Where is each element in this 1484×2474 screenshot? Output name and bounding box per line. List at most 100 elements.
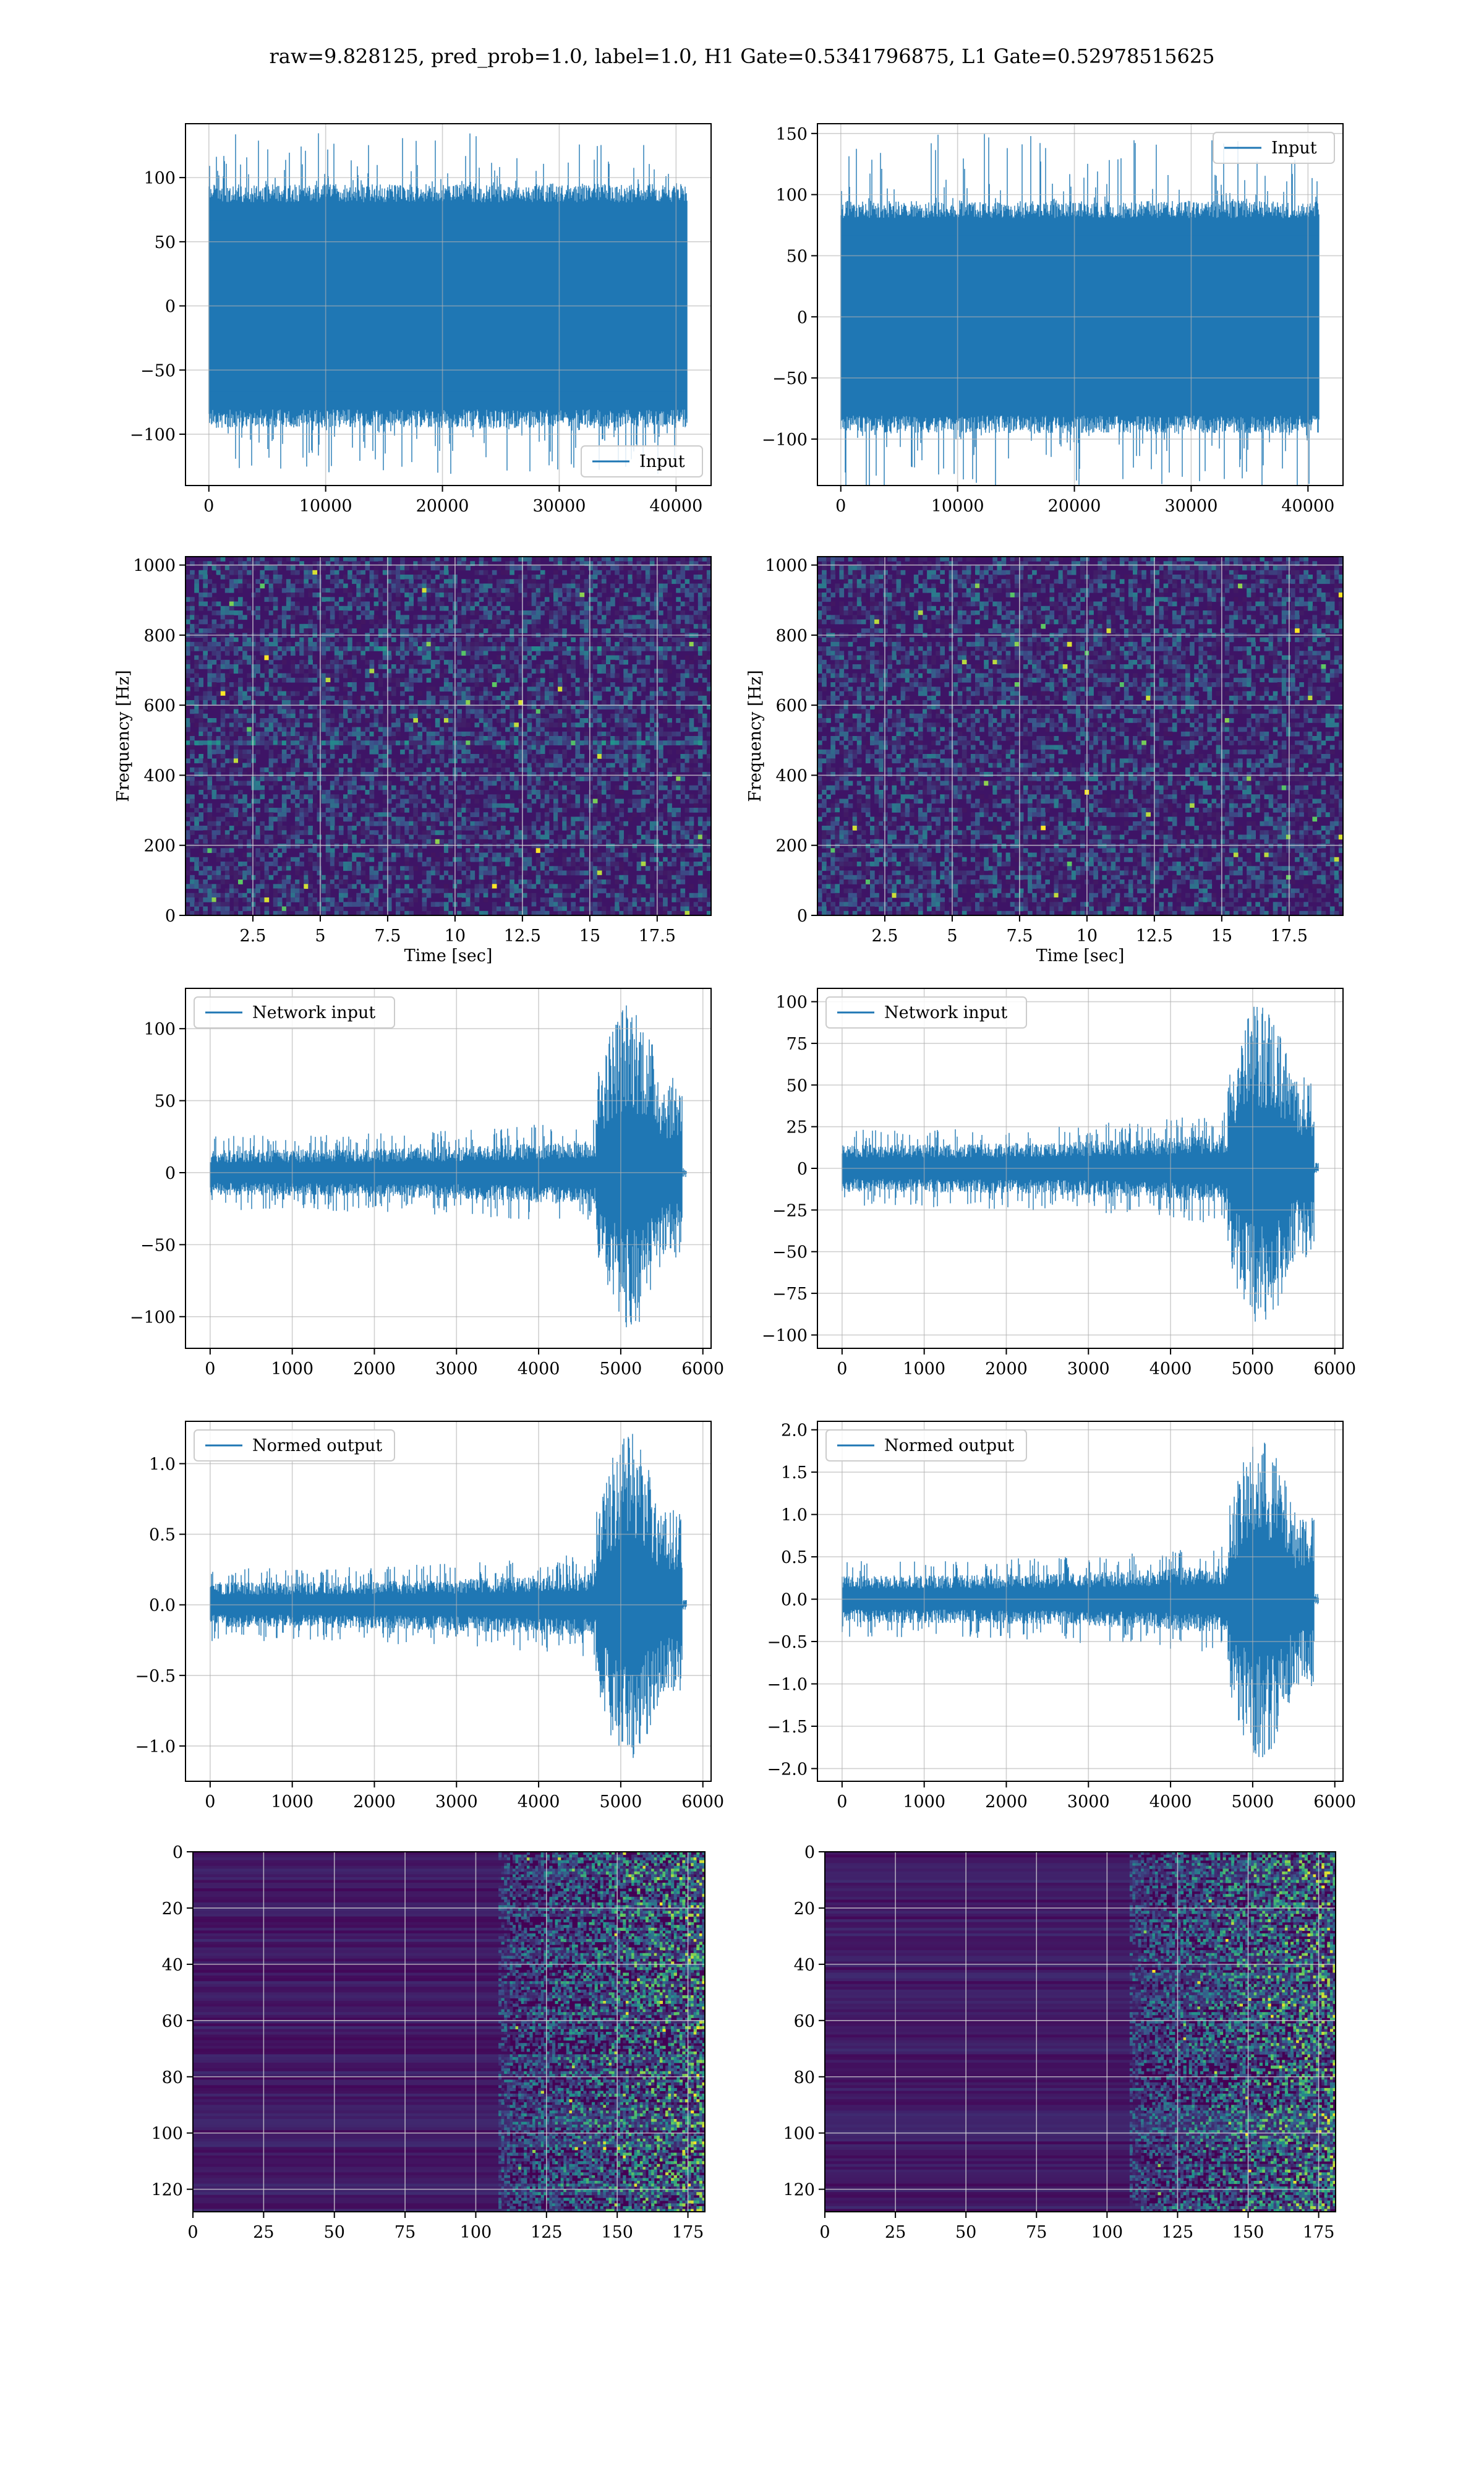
legend: Network input — [826, 997, 1026, 1028]
tick-label-y: −1.0 — [767, 1676, 808, 1695]
tick-label-y: 100 — [775, 186, 808, 205]
y-axis-label: Frequency [Hz] — [114, 670, 133, 802]
tick-label-x: 20000 — [1048, 497, 1101, 516]
tick-label-x: 10000 — [299, 497, 352, 516]
tick-label-y: −50 — [140, 361, 176, 380]
series-network-input — [210, 1006, 686, 1327]
tick-label-y: −25 — [772, 1201, 808, 1220]
x-axis-label: Time [sec] — [1036, 946, 1125, 965]
tick-label-y: 600 — [775, 696, 808, 716]
tick-label-x: 1000 — [903, 1359, 945, 1379]
tick-label-y: 0 — [165, 1164, 176, 1183]
tick-label-x: 0 — [837, 1792, 847, 1812]
tick-label-x: 150 — [601, 2223, 633, 2242]
tick-label-y: 1000 — [765, 557, 808, 576]
panel-row3-right: 0 1000 2000 3000 4000 5000 6000−100−75−50−2502… — [762, 988, 1356, 1379]
x-axis-label: Time [sec] — [404, 946, 493, 965]
tick-label-y: 80 — [162, 2068, 183, 2087]
tick-label-y: 100 — [151, 2125, 183, 2144]
tick-label-y: 50 — [787, 247, 808, 266]
tick-label-x: 4000 — [1149, 1792, 1192, 1812]
tick-label-y: −2.0 — [767, 1760, 808, 1779]
tick-label-y: 0 — [797, 907, 808, 926]
tick-label-y: 0 — [797, 308, 808, 327]
series-input — [841, 134, 1319, 492]
tick-label-x: 50 — [324, 2223, 345, 2242]
tick-label-y: 800 — [775, 627, 808, 646]
tick-label-y: 400 — [775, 766, 808, 785]
tick-label-y: 1000 — [133, 557, 176, 576]
tick-label-x: 3000 — [1067, 1792, 1110, 1812]
tick-label-y: 1.0 — [781, 1506, 808, 1525]
panel-row1-right: 0 10000 20000 30000 40000−100−50050100150Inp… — [762, 124, 1343, 516]
tick-label-y: 200 — [143, 837, 176, 856]
tick-label-x: 2000 — [985, 1792, 1028, 1812]
tick-label-y: 100 — [775, 993, 808, 1012]
series-network-input — [842, 1007, 1318, 1322]
tick-label-x: 12.5 — [504, 927, 541, 946]
tick-label-y: 2.0 — [781, 1421, 808, 1440]
tick-label-y: 100 — [143, 169, 176, 188]
tick-label-y: 120 — [783, 2181, 815, 2200]
tick-label-y: 150 — [775, 125, 808, 144]
tick-label-x: 6000 — [1313, 1359, 1356, 1379]
tick-label-x: 175 — [672, 2223, 704, 2242]
tick-label-x: 75 — [394, 2223, 416, 2242]
tick-label-y: 0 — [165, 297, 176, 317]
tick-label-y: 200 — [775, 837, 808, 856]
tick-label-x: 0 — [835, 497, 846, 516]
tick-label-y: −100 — [762, 1326, 808, 1345]
tick-label-x: 7.5 — [374, 927, 401, 946]
legend: Input — [1213, 132, 1334, 163]
tick-label-y: 0.5 — [149, 1526, 176, 1545]
tick-label-y: 40 — [794, 1956, 815, 1975]
tick-label-y: 75 — [787, 1035, 808, 1054]
legend-entry: Network input — [884, 1003, 1007, 1022]
tick-label-y: 0 — [165, 907, 176, 926]
tick-label-x: 25 — [253, 2223, 274, 2242]
panel-row4-left: 0 1000 2000 3000 4000 5000 6000−1.0−0.50.00.51… — [135, 1421, 724, 1812]
tick-label-y: 0 — [804, 1843, 815, 1862]
tick-label-y: 60 — [162, 2012, 183, 2031]
tick-label-y: 50 — [155, 233, 176, 252]
series-input — [209, 134, 687, 474]
tick-label-y: 1.5 — [781, 1463, 808, 1483]
legend: Normed output — [826, 1430, 1026, 1461]
tick-label-y: 0.5 — [781, 1548, 808, 1567]
tick-label-y: −50 — [140, 1236, 176, 1255]
legend-entry: Network input — [252, 1003, 375, 1022]
tick-label-y: 25 — [787, 1118, 808, 1137]
tick-label-x: 0 — [187, 2223, 198, 2242]
panel-row2-left: 2.5 5 7.5 10 12.5 15 17.502004006008001000Time… — [114, 557, 712, 965]
tick-label-x: 100 — [1091, 2223, 1124, 2242]
heatmap-cells — [186, 557, 712, 916]
tick-label-x: 10 — [1077, 927, 1098, 946]
tick-label-x: 125 — [531, 2223, 563, 2242]
legend-entry: Normed output — [884, 1436, 1014, 1455]
tick-label-x: 30000 — [532, 497, 586, 516]
tick-label-y: −1.0 — [135, 1737, 176, 1757]
tick-label-x: 3000 — [1067, 1359, 1110, 1379]
tick-label-y: −0.5 — [135, 1667, 176, 1686]
panel-row4-right: 0 1000 2000 3000 4000 5000 6000−2.0−1.5−1.0−0.… — [767, 1421, 1356, 1812]
tick-label-x: 6000 — [1313, 1792, 1356, 1812]
tick-label-x: 175 — [1303, 2223, 1335, 2242]
tick-label-y: 0 — [797, 1160, 808, 1179]
legend: Normed output — [194, 1430, 394, 1461]
tick-label-x: 7.5 — [1006, 927, 1033, 946]
tick-label-x: 0 — [819, 2223, 830, 2242]
tick-label-x: 3000 — [435, 1359, 478, 1379]
tick-label-x: 5000 — [600, 1792, 642, 1812]
tick-label-x: 100 — [460, 2223, 492, 2242]
tick-label-y: −100 — [130, 1308, 176, 1327]
legend-entry: Normed output — [252, 1436, 382, 1455]
tick-label-x: 75 — [1026, 2223, 1047, 2242]
tick-label-x: 15 — [1211, 927, 1232, 946]
tick-label-x: 30000 — [1164, 497, 1217, 516]
tick-label-x: 10 — [445, 927, 466, 946]
tick-label-y: −50 — [772, 1243, 808, 1262]
tick-label-y: 600 — [143, 696, 176, 716]
tick-label-y: 80 — [794, 2068, 815, 2087]
